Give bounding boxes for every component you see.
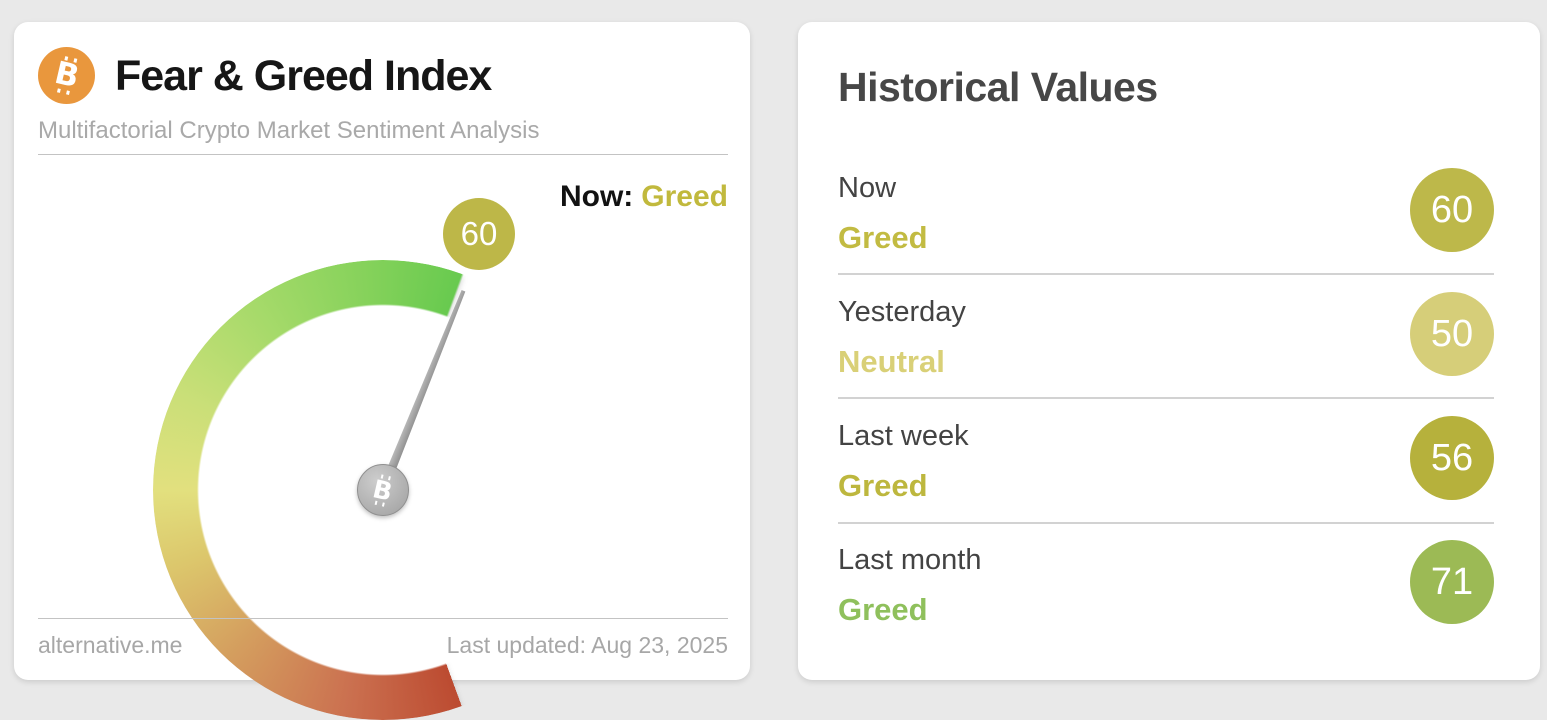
gauge-value: 60 [460, 215, 498, 252]
historical-row-yesterday: Yesterday Neutral 50 [838, 292, 1494, 396]
card-title: Fear & Greed Index [115, 52, 492, 100]
value-circle: 60 [1410, 168, 1494, 252]
alternative-me-link[interactable]: alternative.me [38, 632, 183, 658]
current-sentiment-line: Now: Greed [560, 180, 728, 214]
footer-divider [38, 618, 728, 619]
now-label: Now: [559, 180, 634, 213]
fear-greed-gauge-card: B Fear & Greed Index Multifactorial Cryp… [14, 22, 750, 720]
historical-row-last-week: Last week Greed 56 [838, 416, 1494, 520]
gauge-value-badge: 60 [443, 198, 515, 270]
value-circle: 56 [1410, 416, 1494, 500]
bitcoin-glyph: B [370, 473, 396, 507]
last-updated-text: Last updated: Aug 23, 2025 [446, 632, 728, 658]
bitcoin-glyph: B [51, 54, 83, 96]
bitcoin-icon: B [38, 47, 95, 104]
historical-title: Historical Values [838, 64, 1158, 110]
historical-row-now: Now Greed 60 [838, 168, 1494, 272]
row-divider [838, 397, 1494, 399]
period-label: Yesterday [838, 296, 966, 328]
row-divider [838, 273, 1494, 275]
now-sentiment: Greed [641, 180, 728, 213]
period-label: Last month [838, 544, 982, 576]
historical-values-card: Historical Values Now Greed 60 Yesterday… [798, 22, 1540, 680]
sentiment-label: Greed [838, 220, 928, 255]
gauge-pivot-bitcoin-icon: B [357, 464, 409, 516]
card-subtitle: Multifactorial Crypto Market Sentiment A… [38, 117, 540, 144]
sentiment-label: Neutral [838, 344, 945, 379]
historical-row-last-month: Last month Greed 71 [838, 540, 1494, 644]
header-divider [38, 154, 728, 155]
value-circle: 71 [1410, 540, 1494, 624]
row-divider [838, 522, 1494, 524]
sentiment-label: Greed [838, 592, 928, 627]
sentiment-label: Greed [838, 468, 928, 503]
value-circle: 50 [1410, 292, 1494, 376]
period-label: Last week [838, 420, 969, 452]
period-label: Now [838, 172, 897, 204]
